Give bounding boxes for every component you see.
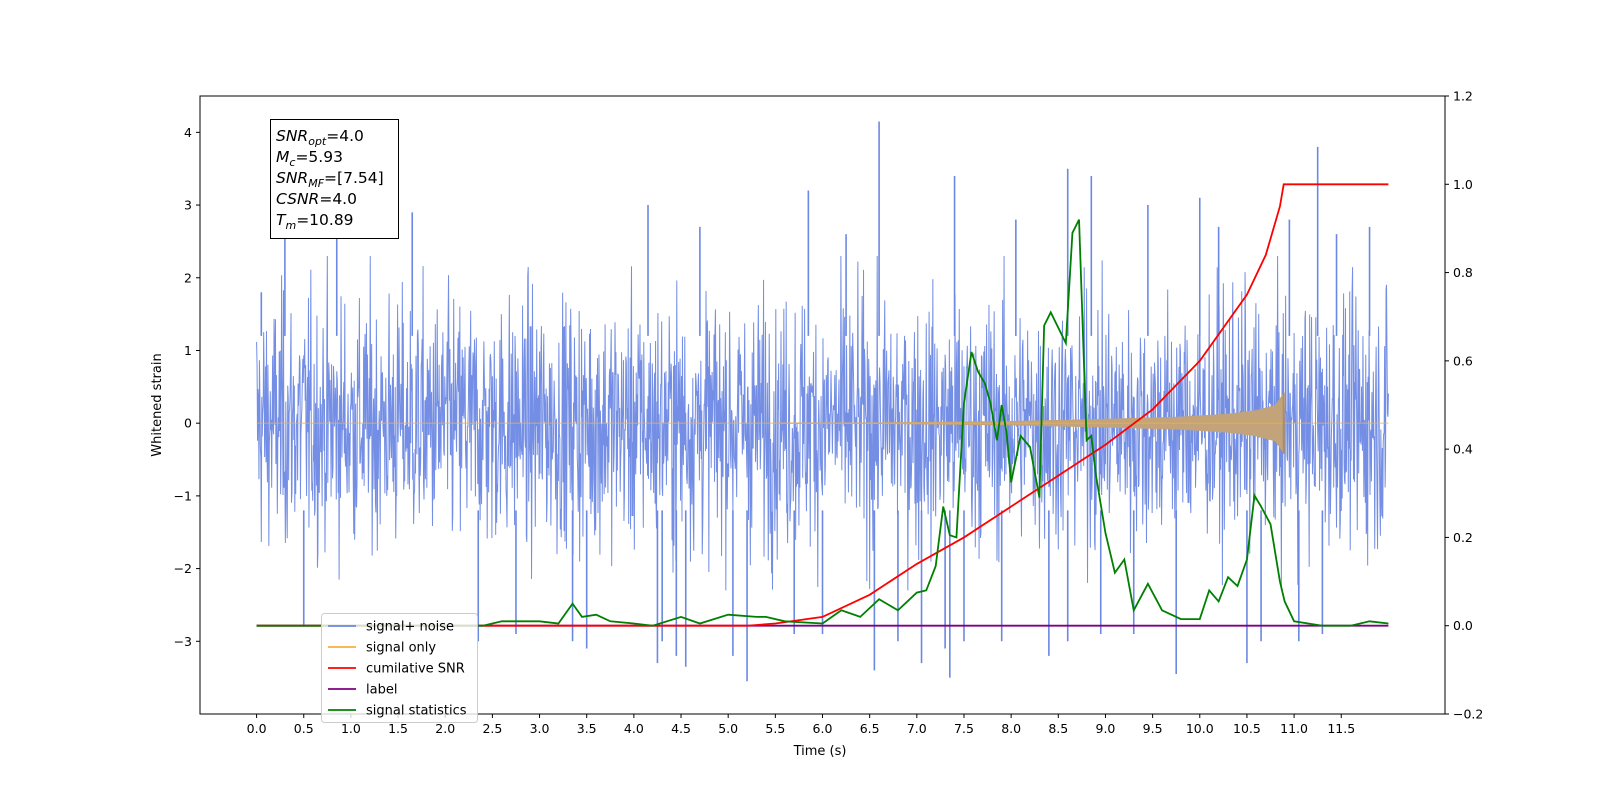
- x-tick-label: 4.5: [671, 721, 691, 736]
- x-tick-label: 0.0: [247, 721, 267, 736]
- info-line: SNRopt=4.0: [276, 127, 364, 148]
- x-axis: 0.0 0.5 1.0 1.5 2.0 2.5 3.0 3.5 4.0 4.5 5.0 5.5 6.0 6…: [247, 714, 1355, 736]
- x-tick-label: 3.0: [530, 721, 550, 736]
- info-line: Tm=10.89: [276, 211, 354, 232]
- y2-tick-label: 0.2: [1453, 530, 1473, 545]
- y-axis-right: −0.2 0.0 0.2 0.4 0.6 0.8 1.0 1.2: [1445, 89, 1483, 722]
- x-tick-label: 4.0: [624, 721, 644, 736]
- series-signal-statistics: [256, 219, 1389, 627]
- y-tick-label: 2: [184, 270, 192, 285]
- x-tick-label: 1.0: [341, 721, 361, 736]
- x-tick-label: 1.5: [388, 721, 408, 736]
- x-tick-label: 7.5: [954, 721, 974, 736]
- y-axis-label: Whitened strain: [150, 353, 165, 456]
- legend: signal+ noise signal only cumilative SNR la…: [321, 613, 478, 723]
- x-tick-label: 10.0: [1186, 721, 1214, 736]
- x-tick-label: 9.5: [1143, 721, 1163, 736]
- legend-label: label: [366, 683, 397, 698]
- series-signal-only: [256, 392, 1389, 454]
- x-tick-label: 5.0: [718, 721, 738, 736]
- x-tick-label: 6.5: [860, 721, 880, 736]
- y2-tick-label: −0.2: [1453, 707, 1483, 722]
- legend-label: signal+ noise: [366, 620, 454, 635]
- legend-label: signal only: [366, 641, 436, 656]
- x-tick-label: 8.0: [1001, 721, 1021, 736]
- x-tick-label: 2.5: [482, 721, 502, 736]
- legend-label: cumilative SNR: [366, 662, 465, 677]
- y2-tick-label: 0.4: [1453, 442, 1473, 457]
- info-line: Mc=5.93: [276, 148, 343, 169]
- y-tick-label: −2: [174, 561, 192, 576]
- legend-label: signal statistics: [366, 704, 467, 719]
- y-tick-label: −1: [174, 488, 192, 503]
- y-axis-left: −3 −2 −1 0 1 2 3 4: [174, 125, 200, 649]
- x-tick-label: 0.5: [294, 721, 314, 736]
- y2-tick-label: 1.0: [1453, 177, 1473, 192]
- x-tick-label: 11.5: [1327, 721, 1355, 736]
- y2-tick-label: 0.0: [1453, 618, 1473, 633]
- y-tick-label: 0: [184, 416, 192, 431]
- x-tick-label: 2.0: [435, 721, 455, 736]
- series-signal-plus-noise: [256, 121, 1389, 682]
- y-tick-label: 4: [184, 125, 192, 140]
- y2-tick-label: 0.8: [1453, 265, 1473, 280]
- y-tick-label: −3: [174, 634, 192, 649]
- x-axis-label: Time (s): [793, 744, 847, 759]
- y-tick-label: 1: [184, 343, 192, 358]
- y2-tick-label: 0.6: [1453, 353, 1473, 368]
- y-tick-label: 3: [184, 198, 192, 213]
- y2-tick-label: 1.2: [1453, 89, 1473, 104]
- x-tick-label: 8.5: [1048, 721, 1068, 736]
- x-tick-label: 6.0: [813, 721, 833, 736]
- x-tick-label: 11.0: [1280, 721, 1308, 736]
- series-cumulative-snr: [256, 183, 1389, 627]
- x-tick-label: 9.0: [1096, 721, 1116, 736]
- x-tick-label: 10.5: [1233, 721, 1261, 736]
- info-line: SNRMF=[7.54]: [276, 169, 384, 190]
- x-tick-label: 7.0: [907, 721, 927, 736]
- x-tick-label: 5.5: [765, 721, 785, 736]
- plot-area: [256, 121, 1389, 682]
- info-line: CSNR=4.0: [276, 190, 357, 208]
- x-tick-label: 3.5: [577, 721, 597, 736]
